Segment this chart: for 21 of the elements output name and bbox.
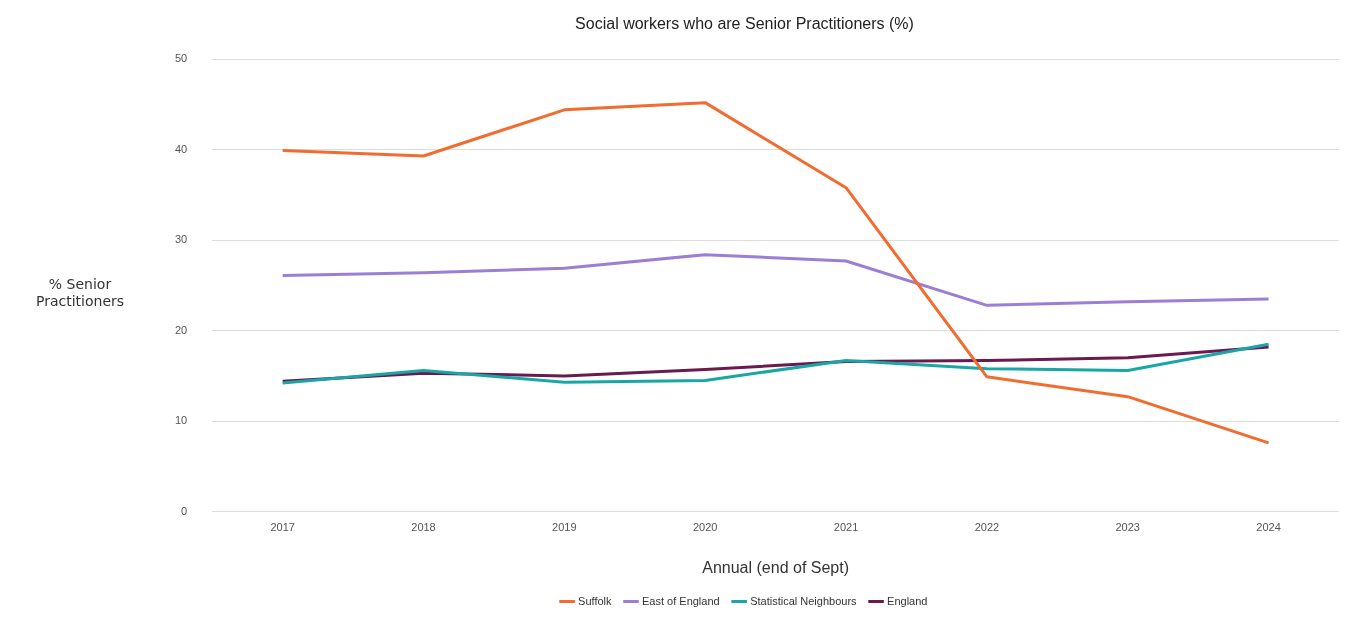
- x-tick-label: 2017: [270, 521, 295, 534]
- legend-label: Suffolk: [578, 594, 612, 607]
- x-tick-label: 2022: [974, 521, 1000, 534]
- chart-title: Social workers who are Senior Practitioners (%): [575, 15, 914, 33]
- x-tick-label: 2023: [1115, 521, 1140, 534]
- legend-label: Statistical Neighbours: [750, 594, 858, 607]
- y-tick-label: 20: [174, 323, 188, 336]
- x-tick-label: 2020: [692, 521, 718, 534]
- x-axis-title: Annual (end of Sept): [702, 558, 849, 576]
- x-tick-label: 2021: [833, 521, 859, 534]
- y-tick-label: 40: [174, 142, 188, 155]
- legend-label: England: [887, 594, 928, 607]
- x-tick-label: 2018: [411, 521, 436, 534]
- y-tick-label: 10: [174, 414, 188, 427]
- y-tick-label: 30: [174, 233, 188, 246]
- y-tick-label: 50: [174, 52, 188, 65]
- x-tick-label: 2019: [552, 521, 577, 534]
- y-tick-label: 0: [181, 504, 188, 517]
- x-tick-label: 2024: [1256, 521, 1281, 534]
- y-axis-title: % Senior Practitioners: [34, 276, 126, 310]
- legend-label: East of England: [642, 594, 720, 607]
